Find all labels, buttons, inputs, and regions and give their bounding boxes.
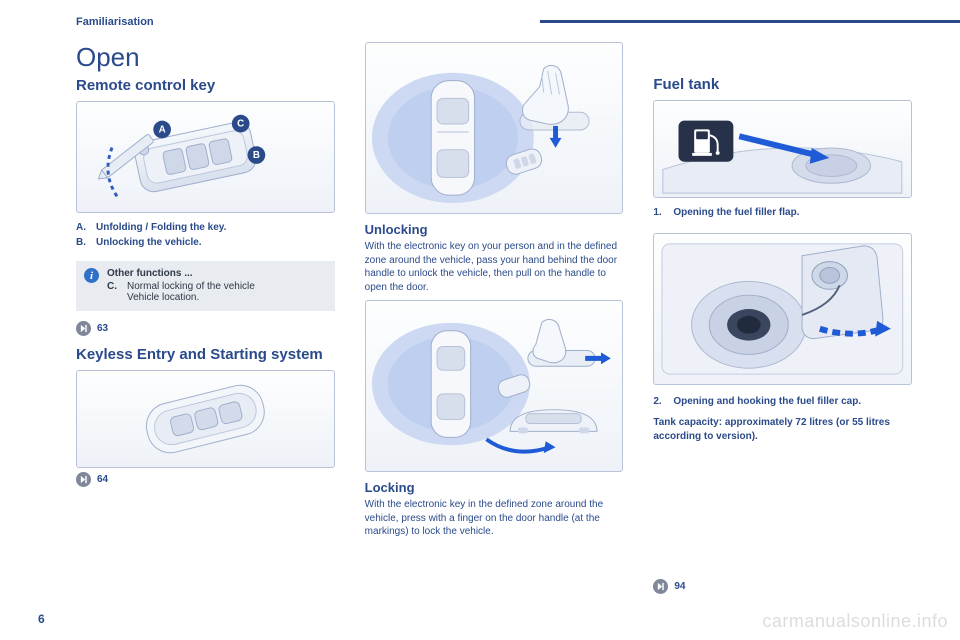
info-line: Vehicle location. — [107, 292, 327, 303]
column-2: Unlocking With the electronic key on you… — [365, 42, 624, 604]
list-marker: 2. — [653, 395, 667, 408]
info-line-text: Normal locking of the vehicle — [127, 281, 255, 292]
remote-key-list: A. Unfolding / Folding the key. B. Unloc… — [76, 221, 335, 251]
fuel-step-1: 1. Opening the fuel filler flap. — [653, 206, 912, 221]
info-icon: i — [84, 268, 99, 283]
xref-fuel: 94 — [653, 579, 912, 594]
svg-text:A: A — [159, 124, 166, 135]
list-text: Opening and hooking the fuel filler cap. — [673, 395, 861, 408]
info-line-marker: C. — [107, 281, 121, 292]
info-line: C. Normal locking of the vehicle — [107, 281, 327, 292]
list-item: B. Unlocking the vehicle. — [76, 236, 335, 249]
svg-text:C: C — [237, 119, 244, 130]
figure-keyless-fob — [76, 370, 335, 468]
breadcrumb: Familiarisation — [76, 16, 154, 28]
content-grid: Open Remote control key — [76, 42, 912, 604]
desc-locking: With the electronic key in the defined z… — [365, 498, 624, 539]
svg-text:B: B — [253, 150, 260, 161]
xref-page: 64 — [97, 474, 108, 485]
xref-icon — [653, 579, 668, 594]
list-text: Unlocking the vehicle. — [96, 236, 202, 249]
column-1: Open Remote control key — [76, 42, 335, 604]
header-rule — [540, 20, 960, 23]
fuel-capacity: Tank capacity: approximately 72 litres (… — [653, 416, 912, 443]
xref-icon — [76, 321, 91, 336]
xref-page: 94 — [674, 581, 685, 592]
page-number: 6 — [38, 612, 45, 626]
list-marker: 1. — [653, 206, 667, 219]
page-title: Open — [76, 42, 335, 73]
desc-unlocking: With the electronic key on your person a… — [365, 240, 624, 294]
heading-remote-key: Remote control key — [76, 77, 335, 95]
heading-unlocking: Unlocking — [365, 222, 624, 237]
list-item: 1. Opening the fuel filler flap. — [653, 206, 912, 219]
figure-locking — [365, 300, 624, 472]
figure-fuel-cap — [653, 233, 912, 385]
xref-remote-key: 63 — [76, 321, 335, 336]
list-text: Opening the fuel filler flap. — [673, 206, 799, 219]
watermark: carmanualsonline.info — [762, 611, 948, 632]
list-item: A. Unfolding / Folding the key. — [76, 221, 335, 234]
column-3: Fuel tank — [653, 42, 912, 604]
info-box-other-functions: i Other functions ... C. Normal locking … — [76, 261, 335, 311]
fuel-step-2: 2. Opening and hooking the fuel filler c… — [653, 395, 912, 410]
list-marker: A. — [76, 221, 90, 234]
figure-unlocking — [365, 42, 624, 214]
list-item: 2. Opening and hooking the fuel filler c… — [653, 395, 912, 408]
heading-fuel-tank: Fuel tank — [653, 76, 912, 94]
list-marker: B. — [76, 236, 90, 249]
info-title: Other functions ... — [107, 268, 327, 279]
list-text: Unfolding / Folding the key. — [96, 221, 226, 234]
figure-remote-key: A B C — [76, 101, 335, 213]
figure-fuel-button — [653, 100, 912, 198]
heading-keyless: Keyless Entry and Starting system — [76, 346, 335, 364]
xref-keyless: 64 — [76, 472, 335, 487]
heading-locking: Locking — [365, 480, 624, 495]
info-line-marker — [107, 292, 121, 303]
info-line-text: Vehicle location. — [127, 292, 199, 303]
info-content: Other functions ... C. Normal locking of… — [107, 268, 327, 303]
xref-page: 63 — [97, 323, 108, 334]
xref-icon — [76, 472, 91, 487]
